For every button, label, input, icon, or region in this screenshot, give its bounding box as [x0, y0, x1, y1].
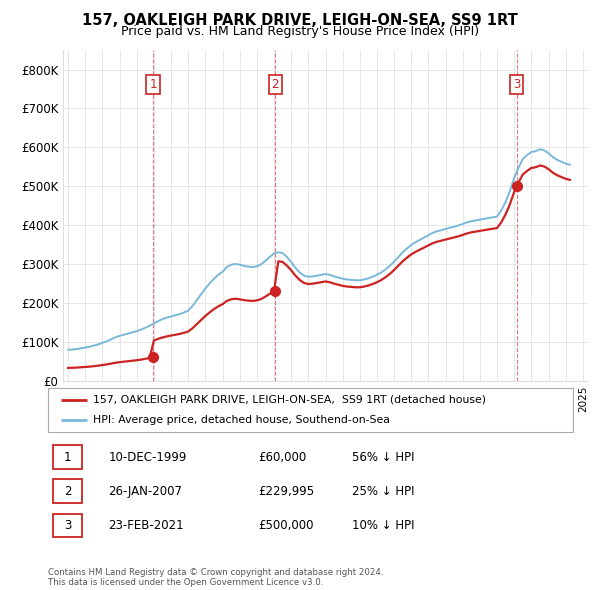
- Text: 3: 3: [64, 519, 71, 532]
- Text: HPI: Average price, detached house, Southend-on-Sea: HPI: Average price, detached house, Sout…: [92, 415, 389, 425]
- Text: 56% ↓ HPI: 56% ↓ HPI: [353, 451, 415, 464]
- Bar: [53, 513, 82, 537]
- Text: £500,000: £500,000: [258, 519, 314, 532]
- Text: Price paid vs. HM Land Registry's House Price Index (HPI): Price paid vs. HM Land Registry's House …: [121, 25, 479, 38]
- Text: £229,995: £229,995: [258, 485, 314, 498]
- Text: Contains HM Land Registry data © Crown copyright and database right 2024.
This d: Contains HM Land Registry data © Crown c…: [48, 568, 383, 587]
- Text: 23-FEB-2021: 23-FEB-2021: [109, 519, 184, 532]
- Text: 1: 1: [149, 78, 157, 91]
- Text: 2: 2: [64, 485, 71, 498]
- Text: 2: 2: [271, 78, 279, 91]
- Text: 10% ↓ HPI: 10% ↓ HPI: [353, 519, 415, 532]
- Bar: [53, 445, 82, 469]
- Text: £60,000: £60,000: [258, 451, 306, 464]
- Text: 10-DEC-1999: 10-DEC-1999: [109, 451, 187, 464]
- Text: 157, OAKLEIGH PARK DRIVE, LEIGH-ON-SEA, SS9 1RT: 157, OAKLEIGH PARK DRIVE, LEIGH-ON-SEA, …: [82, 13, 518, 28]
- Text: 26-JAN-2007: 26-JAN-2007: [109, 485, 182, 498]
- Text: 1: 1: [64, 451, 71, 464]
- Text: 25% ↓ HPI: 25% ↓ HPI: [353, 485, 415, 498]
- Bar: [53, 480, 82, 503]
- Text: 3: 3: [513, 78, 520, 91]
- Text: 157, OAKLEIGH PARK DRIVE, LEIGH-ON-SEA,  SS9 1RT (detached house): 157, OAKLEIGH PARK DRIVE, LEIGH-ON-SEA, …: [92, 395, 485, 405]
